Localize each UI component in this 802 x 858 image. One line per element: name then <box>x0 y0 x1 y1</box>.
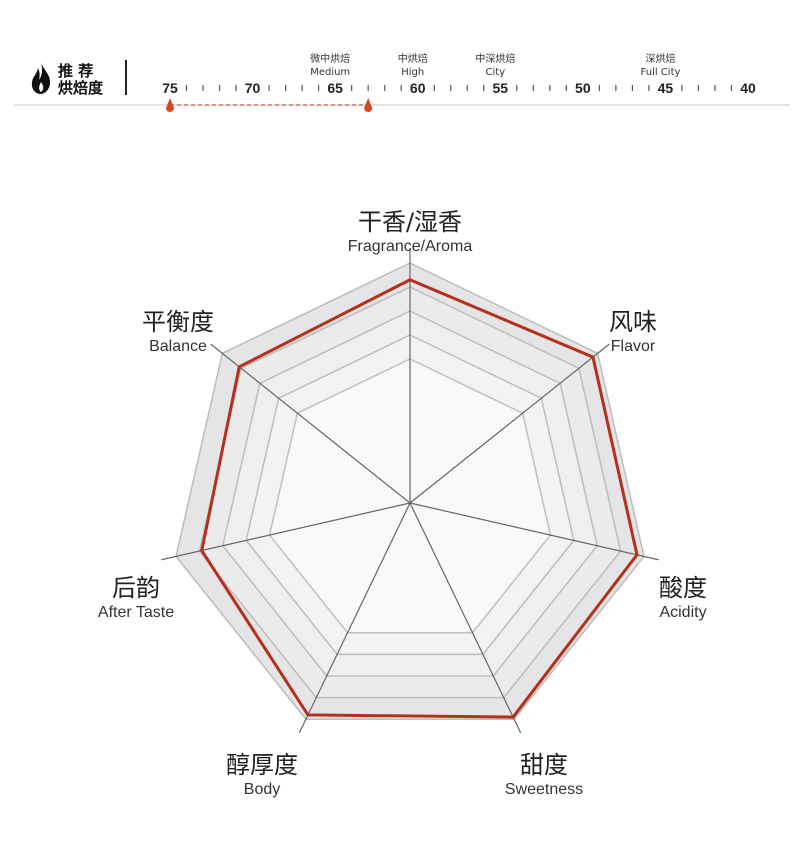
roast-level-en: City <box>485 67 506 78</box>
axis-label-cn: 酸度 <box>659 574 707 602</box>
axis-line <box>298 502 411 734</box>
axis-label-cn: 甜度 <box>520 751 568 779</box>
title-divider <box>125 60 127 95</box>
roast-level-en: High <box>401 67 425 78</box>
axis-label-en: Sweetness <box>504 781 584 798</box>
roast-level-cn: 微中烘焙 <box>310 54 351 65</box>
axis-line <box>409 343 610 504</box>
series-polygon <box>200 278 639 719</box>
roast-level-label: 中烘焙 High <box>398 53 428 79</box>
roast-level-cn: 中烘焙 <box>397 54 428 65</box>
data-point <box>591 355 595 359</box>
roast-level-en: Full City <box>640 67 681 78</box>
axis-label-en: Body <box>243 781 281 798</box>
scale-marks <box>166 85 733 112</box>
roast-level-scale: 推 荐 烘焙度 75 70 65 60 55 50 45 40 微中烘焙 Medium 中烘焙 Hi… <box>0 0 802 120</box>
axis-label-cn: 后韵 <box>112 574 160 602</box>
range-marker <box>364 98 373 112</box>
ring-inner <box>268 358 552 634</box>
roast-level-label: 深烘焙 Full City <box>641 53 681 79</box>
axis-label-en: Acidity <box>659 604 707 621</box>
roast-level-cn: 深烘焙 <box>645 54 676 65</box>
scale-tick-label: 65 <box>327 80 343 96</box>
scale-tick-label: 50 <box>575 80 591 96</box>
data-point <box>408 278 412 282</box>
roast-level-en: Medium <box>310 67 351 78</box>
flame-icon <box>31 62 51 94</box>
scale-tick-label: 55 <box>492 80 509 96</box>
axis-line <box>409 502 522 734</box>
roast-level-label: 中深烘焙 City <box>475 53 515 79</box>
scale-tick-label: 75 <box>162 80 178 96</box>
roast-level-cn: 中深烘焙 <box>475 54 516 65</box>
axis-line <box>210 343 411 504</box>
scale-baseline <box>14 104 790 106</box>
ring-7 <box>245 334 575 656</box>
axis-label-cn: 平衡度 <box>142 308 214 336</box>
data-point <box>237 365 241 369</box>
roast-title-line2: 烘焙度 <box>58 79 104 97</box>
data-point <box>200 549 204 553</box>
scale-tick-label: 40 <box>740 80 756 96</box>
axis-label-en: Balance <box>149 338 207 355</box>
axis-line <box>409 502 659 561</box>
axis-label-en: Fragrance/Aroma <box>347 238 473 255</box>
scale-tick-label: 60 <box>409 80 426 96</box>
axis-label-cn: 醇厚度 <box>226 751 298 779</box>
roast-level-label: 微中烘焙 Medium <box>310 53 350 79</box>
axis-label-cn: 风味 <box>609 308 657 336</box>
ring-8 <box>222 310 598 677</box>
axis-label-en: After Taste <box>97 604 175 621</box>
data-point <box>511 715 515 719</box>
scale-tick-label: 45 <box>657 80 674 96</box>
axis-label-en: Flavor <box>610 338 656 355</box>
roast-title-line1: 推 荐 <box>58 62 94 80</box>
scale-tick-label: 70 <box>244 80 261 96</box>
axis-label-cn: 干香/湿香 <box>357 208 463 236</box>
ring-10 <box>175 262 645 720</box>
data-point <box>635 553 639 557</box>
range-marker <box>166 98 174 112</box>
data-point <box>306 713 310 717</box>
